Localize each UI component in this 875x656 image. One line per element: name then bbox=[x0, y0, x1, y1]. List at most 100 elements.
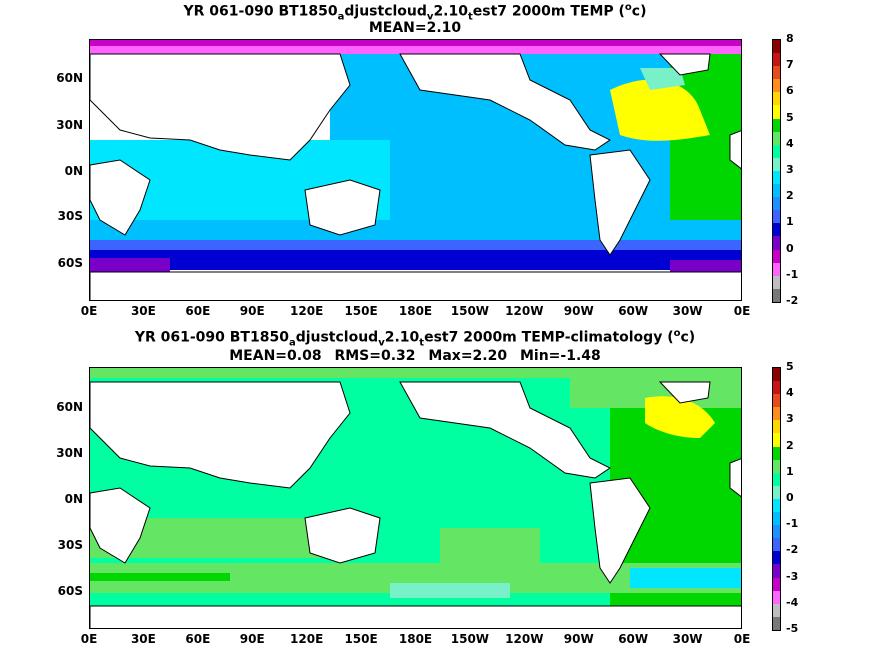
colorbar-segment bbox=[773, 223, 780, 237]
colorbar-segment bbox=[773, 577, 780, 591]
colorbar-tick-label: 3 bbox=[786, 412, 794, 426]
colorbar-segment bbox=[773, 368, 780, 382]
colorbar-segment bbox=[773, 459, 780, 473]
colorbar-segment bbox=[773, 249, 780, 263]
stat-max: Max=2.20 bbox=[428, 348, 508, 364]
colorbar-segment bbox=[773, 288, 780, 302]
panel1-lon-label: 60W bbox=[618, 304, 649, 318]
panel1-lon-label: 180E bbox=[398, 304, 433, 318]
panel2-lat-0n: 0N bbox=[64, 492, 83, 506]
panel2-lat-60n: 60N bbox=[56, 400, 83, 414]
colorbar-tick-label: 0 bbox=[786, 491, 794, 504]
colorbar-segment bbox=[773, 275, 780, 289]
panel1-lat-60s: 60S bbox=[57, 256, 83, 270]
panel2-stats: MEAN=0.08 RMS=0.32 Max=2.20 Min=-1.48 bbox=[0, 348, 830, 364]
panel1-lon-label: 150E bbox=[344, 304, 378, 318]
panel2-lon-label: 60W bbox=[618, 632, 649, 646]
panel1-title: YR 061-090 BT1850adjustcloudv2.10test7 2… bbox=[183, 2, 647, 23]
colorbar-segment bbox=[773, 616, 780, 630]
panel2-colorbar bbox=[772, 367, 781, 631]
colorbar-tick-label: 8 bbox=[786, 32, 794, 45]
colorbar-segment bbox=[773, 551, 780, 565]
panel2-lon-label: 90W bbox=[563, 632, 594, 646]
panel1-map bbox=[89, 39, 742, 301]
colorbar-tick-label: -1 bbox=[786, 517, 799, 531]
panel1-lon-label: 60E bbox=[185, 304, 211, 318]
colorbar-tick-label: 5 bbox=[786, 110, 794, 124]
panel1-lon-label: 0E bbox=[733, 304, 751, 318]
colorbar-segment bbox=[773, 210, 780, 224]
colorbar-segment bbox=[773, 118, 780, 132]
colorbar-tick-label: 3 bbox=[786, 163, 794, 176]
colorbar-segment bbox=[773, 184, 780, 198]
panel1-lon-label: 90W bbox=[563, 304, 594, 318]
colorbar-segment bbox=[773, 590, 780, 604]
colorbar-tick-label: 0 bbox=[786, 241, 794, 255]
colorbar-segment bbox=[773, 407, 780, 421]
colorbar-segment bbox=[773, 66, 780, 80]
panel2-lon-label: 30W bbox=[672, 632, 703, 646]
colorbar-segment bbox=[773, 472, 780, 486]
colorbar-tick-label: 6 bbox=[786, 84, 794, 98]
colorbar-tick-label: -3 bbox=[786, 569, 799, 583]
colorbar-segment bbox=[773, 538, 780, 552]
panel2-lon-label: 120W bbox=[505, 632, 544, 646]
colorbar-segment bbox=[773, 131, 780, 145]
colorbar-tick-label: -4 bbox=[786, 595, 799, 609]
stat-mean: MEAN=2.10 bbox=[368, 20, 462, 36]
panel1-lon-label: 150W bbox=[450, 304, 490, 318]
panel1-lon-label: 120E bbox=[290, 304, 324, 318]
colorbar-segment bbox=[773, 105, 780, 119]
colorbar-segment bbox=[773, 262, 780, 276]
colorbar-segment bbox=[773, 197, 780, 211]
colorbar-segment bbox=[773, 79, 780, 93]
colorbar-tick-label: 2 bbox=[786, 438, 794, 452]
panel2-lon-label: 150E bbox=[344, 632, 378, 646]
panel2-lat-60s: 60S bbox=[57, 584, 83, 598]
stat-rms: RMS=0.32 bbox=[334, 348, 416, 364]
colorbar-segment bbox=[773, 381, 780, 395]
colorbar-segment bbox=[773, 525, 780, 539]
panel2-lon-label: 0E bbox=[733, 632, 751, 646]
colorbar-segment bbox=[773, 564, 780, 578]
colorbar-segment bbox=[773, 446, 780, 460]
colorbar-tick-label: 2 bbox=[786, 189, 794, 203]
panel2-map bbox=[89, 367, 742, 629]
colorbar-segment bbox=[773, 157, 780, 171]
colorbar-segment bbox=[773, 485, 780, 499]
panel2-lon-label: 150W bbox=[450, 632, 490, 646]
panel2-lon-label: 180E bbox=[398, 632, 433, 646]
panel2-lat-30n: 30N bbox=[56, 446, 83, 460]
panel2-lon-label: 60E bbox=[185, 632, 211, 646]
colorbar-tick-label: -2 bbox=[786, 294, 799, 307]
colorbar-tick-label: 1 bbox=[786, 215, 794, 229]
colorbar-tick-label: -5 bbox=[786, 622, 799, 635]
panel1-lon-label: 120W bbox=[505, 304, 544, 318]
colorbar-segment bbox=[773, 236, 780, 250]
colorbar-segment bbox=[773, 498, 780, 513]
colorbar-segment bbox=[773, 40, 780, 54]
colorbar-tick-label: 4 bbox=[786, 136, 794, 150]
colorbar-segment bbox=[773, 420, 780, 434]
panel2-lat-30s: 30S bbox=[57, 538, 83, 552]
colorbar-segment bbox=[773, 92, 780, 106]
colorbar-tick-label: 1 bbox=[786, 464, 794, 478]
panel1-lat-0n: 0N bbox=[64, 164, 83, 178]
panel1-lon-label: 30E bbox=[130, 304, 156, 318]
panel1-lat-30n: 30N bbox=[56, 118, 83, 132]
stat-min: Min=-1.48 bbox=[519, 348, 601, 364]
colorbar-segment bbox=[773, 512, 780, 526]
panel2-lon-label: 120E bbox=[290, 632, 324, 646]
colorbar-tick-label: -1 bbox=[786, 267, 799, 281]
colorbar-tick-label: -2 bbox=[786, 543, 799, 557]
panel2-lon-label: 30E bbox=[130, 632, 156, 646]
colorbar-segment bbox=[773, 433, 780, 447]
stat-mean: MEAN=0.08 bbox=[229, 348, 322, 364]
panel1-lon-label: 0E bbox=[80, 304, 98, 318]
panel2-lon-label: 0E bbox=[80, 632, 98, 646]
colorbar-tick-label: 7 bbox=[786, 58, 794, 72]
colorbar-segment bbox=[773, 394, 780, 408]
panel1-lon-label: 90E bbox=[239, 304, 265, 318]
panel1-lat-30s: 30S bbox=[57, 209, 83, 223]
colorbar-tick-label: 4 bbox=[786, 386, 794, 400]
